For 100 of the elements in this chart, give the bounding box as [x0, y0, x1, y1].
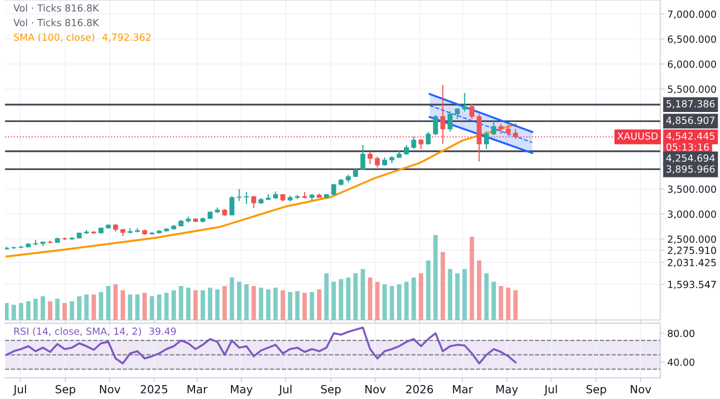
bar — [244, 284, 249, 320]
bar — [484, 273, 489, 320]
x-tick-label: May — [496, 385, 518, 396]
y-tick-label: 3,500.000 — [668, 185, 716, 194]
bar — [317, 289, 322, 320]
candlestick — [491, 119, 496, 136]
bar — [476, 260, 482, 320]
bar — [382, 284, 387, 320]
annotation: 39.49 — [149, 328, 176, 335]
bar — [412, 278, 416, 320]
bar — [266, 289, 270, 320]
bar — [338, 279, 344, 320]
y-tick-label: 3,000.000 — [668, 210, 716, 219]
bar — [302, 292, 307, 320]
bar — [440, 252, 445, 320]
bar — [222, 286, 227, 320]
annotation: XAUUSD — [617, 132, 658, 140]
candlestick — [498, 123, 504, 135]
candlestick — [469, 103, 474, 120]
x-tick-label: Nov — [630, 385, 652, 394]
line-series — [6, 123, 517, 258]
bar — [513, 290, 518, 320]
bar — [230, 278, 234, 320]
y-tick-label: 2,500.000 — [668, 235, 716, 244]
bar — [40, 296, 46, 320]
y-tick-label: 2,275.910 — [668, 246, 716, 256]
bar — [324, 273, 329, 320]
candlestick — [513, 128, 518, 140]
x-tick-label: May — [230, 385, 253, 396]
bar — [70, 301, 74, 320]
x-tick-label: Sep — [321, 384, 341, 396]
bar — [62, 303, 67, 320]
x-tick-label: Jul — [13, 384, 26, 396]
candlestick — [462, 92, 468, 112]
bar — [368, 278, 372, 320]
bar — [178, 286, 184, 320]
candlestick — [506, 124, 511, 137]
bar — [215, 289, 220, 320]
candlestick — [433, 114, 438, 136]
x-tick-label: Jul — [544, 384, 557, 396]
bar — [295, 291, 300, 320]
bar — [252, 286, 256, 320]
candlestick — [418, 138, 424, 150]
bar — [258, 288, 264, 320]
bar — [273, 288, 278, 320]
y-tick-label: 6,500.000 — [668, 35, 716, 44]
bar — [113, 284, 118, 320]
bar — [55, 298, 60, 320]
y-tick-label: 6,000.000 — [668, 60, 716, 69]
bar — [418, 273, 424, 320]
bar — [157, 294, 162, 320]
candlestick — [454, 107, 460, 120]
candlestick — [236, 188, 242, 202]
bar — [346, 278, 350, 320]
candlestick — [229, 195, 234, 216]
bar — [288, 292, 292, 320]
bar — [106, 286, 110, 320]
bar — [193, 290, 198, 320]
bar — [135, 294, 140, 320]
y-tick-label: 80.00 — [668, 330, 694, 338]
bar — [98, 292, 104, 320]
bar — [360, 269, 365, 320]
x-tick-label: 2025 — [140, 384, 168, 394]
bar — [84, 294, 89, 320]
text: 05:13:16 — [666, 143, 709, 151]
bar — [12, 304, 16, 320]
bar — [470, 236, 474, 320]
bar — [237, 282, 242, 320]
bar — [390, 286, 394, 320]
bar — [164, 292, 169, 320]
x-tick-label: Sep — [56, 384, 76, 396]
bar — [128, 294, 132, 320]
line-series — [6, 326, 517, 364]
bar — [492, 282, 496, 320]
candlestick — [360, 144, 366, 171]
bar — [498, 286, 504, 320]
bar — [404, 282, 409, 320]
bar — [332, 282, 336, 320]
annotation: 4,792.362 — [102, 34, 150, 42]
bar — [33, 298, 38, 320]
x-tick-label: 2026 — [406, 384, 433, 394]
bar — [506, 288, 510, 320]
y-tick-label: 7,000.000 — [668, 10, 716, 19]
bar — [150, 296, 154, 320]
bar — [48, 301, 52, 320]
candlestick — [404, 144, 409, 156]
bar — [375, 282, 380, 320]
y-tick-label: 2,031.425 — [668, 258, 716, 268]
bar — [26, 301, 30, 320]
candlestick — [244, 191, 249, 205]
candlestick — [251, 195, 256, 209]
ref-line-label: 5,187.386 — [666, 100, 715, 108]
candlestick — [484, 130, 489, 150]
y-tick-label: 5,500.000 — [668, 85, 716, 94]
y-tick-label: 40.00 — [668, 358, 694, 366]
candlestick — [374, 156, 380, 168]
bar — [433, 235, 438, 320]
annotation: Vol · Ticks 816.8K — [13, 4, 100, 12]
bar — [186, 288, 190, 320]
bar — [172, 290, 176, 320]
